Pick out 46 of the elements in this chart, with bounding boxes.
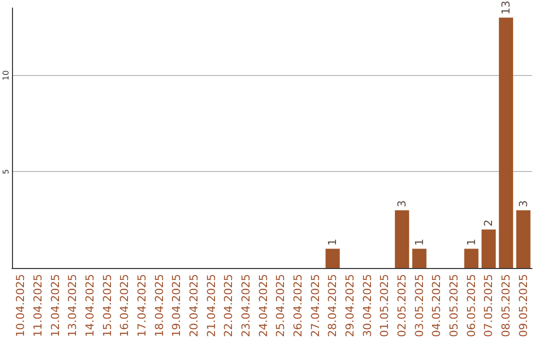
data-label: 1 (464, 238, 478, 246)
x-tick-label: 24.04.2025 (256, 274, 270, 338)
bar (498, 18, 514, 268)
bar (326, 248, 340, 268)
x-tick-label: 06.05.2025 (464, 274, 478, 338)
x-tick-label: 02.05.2025 (396, 274, 408, 338)
data-label: 2 (482, 219, 496, 226)
data-label: 1 (412, 238, 426, 246)
x-tick-label: 13.04.2025 (66, 274, 80, 338)
x-tick-label: 09.05.2025 (516, 274, 530, 338)
x-tick-label: 14.04.2025 (84, 274, 96, 338)
bar (482, 229, 496, 268)
data-label: 1 (326, 238, 340, 246)
x-tick-label: 26.04.2025 (292, 274, 304, 338)
y-tick-label: 5 (2, 169, 10, 174)
x-tick-label: 11.04.2025 (32, 274, 44, 338)
x-tick-label: 19.04.2025 (170, 274, 184, 338)
x-tick-label: 27.04.2025 (308, 274, 322, 338)
x-tick-label: 07.05.2025 (482, 274, 496, 338)
x-tick-label: 16.04.2025 (118, 274, 132, 338)
x-tick-label: 03.05.2025 (412, 274, 426, 338)
x-tick-label: 04.05.2025 (430, 274, 444, 338)
x-tick-label: 30.04.2025 (360, 274, 374, 338)
x-tick-label: 08.05.2025 (500, 274, 512, 338)
x-tick-label: 05.05.2025 (448, 274, 460, 338)
bar (412, 248, 426, 268)
bar (464, 248, 478, 268)
bar (394, 210, 410, 268)
x-tick-label: 25.04.2025 (274, 274, 288, 338)
x-tick-label: 01.05.2025 (378, 274, 392, 338)
x-tick-label: 21.04.2025 (204, 274, 218, 338)
data-label: 13 (500, 0, 512, 15)
x-tick-label: 22.04.2025 (222, 274, 236, 338)
data-label: 3 (516, 200, 530, 208)
x-tick-label: 23.04.2025 (240, 274, 252, 338)
bar (516, 210, 530, 268)
x-tick-label: 17.04.2025 (136, 274, 148, 338)
x-tick-label: 18.04.2025 (152, 274, 166, 338)
x-tick-label: 20.04.2025 (188, 274, 200, 338)
x-tick-label: 15.04.2025 (100, 274, 114, 338)
x-tick-label: 29.04.2025 (344, 274, 356, 338)
x-tick-label: 28.04.2025 (326, 274, 340, 338)
y-tick-label: 10 (2, 70, 10, 81)
x-tick-label: 10.04.2025 (14, 274, 28, 338)
data-label: 3 (396, 200, 408, 208)
x-tick-label: 12.04.2025 (48, 274, 62, 338)
